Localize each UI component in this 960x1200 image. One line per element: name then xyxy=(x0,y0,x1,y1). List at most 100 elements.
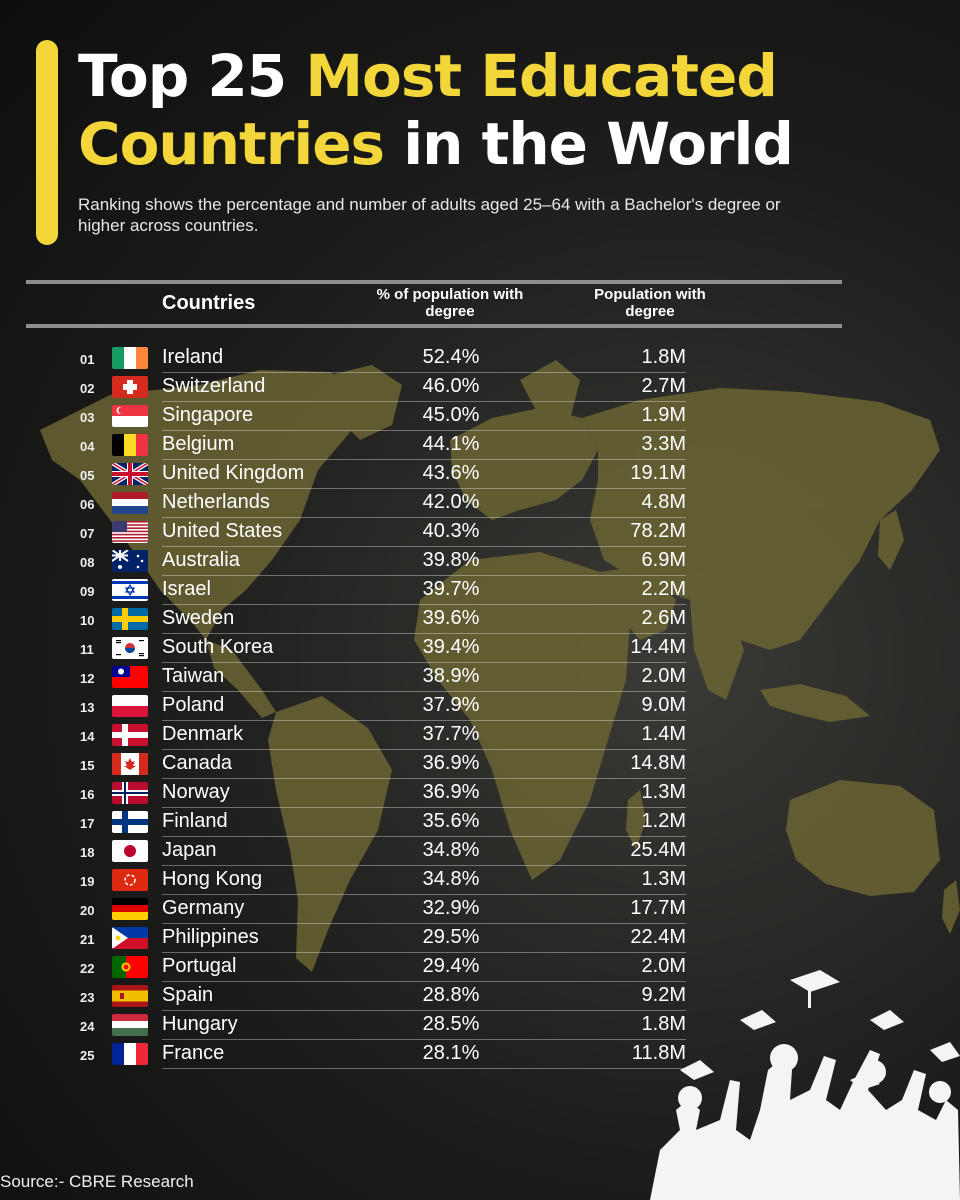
country-name: Spain xyxy=(162,984,214,1006)
rank-number: 10 xyxy=(80,613,95,628)
rank-number: 14 xyxy=(80,729,95,744)
title-part-2: Most Educated xyxy=(305,42,778,110)
pct-value: 35.6% xyxy=(422,810,480,832)
table-row: 04 Belgium 44.1% 3.3M xyxy=(76,431,686,460)
country-name: Denmark xyxy=(162,723,244,745)
table-row: 06 Netherlands 42.0% 4.8M xyxy=(76,489,686,518)
japan-shape xyxy=(878,510,904,570)
country-name: Germany xyxy=(162,897,245,919)
rank-number: 24 xyxy=(80,1019,95,1034)
row-divider xyxy=(162,865,686,866)
belgium-flag-icon xyxy=(112,434,148,456)
rank-number: 02 xyxy=(80,381,95,396)
pop-value: 1.3M xyxy=(641,868,686,890)
row-divider xyxy=(162,691,686,692)
rank-number: 15 xyxy=(80,758,95,773)
pop-value: 2.2M xyxy=(641,578,686,600)
header-countries: Countries xyxy=(162,292,256,314)
pop-value: 14.4M xyxy=(630,636,686,658)
pop-value: 4.8M xyxy=(641,491,686,513)
pct-value: 39.6% xyxy=(422,607,480,629)
country-name: Portugal xyxy=(162,955,237,977)
rank-number: 07 xyxy=(80,526,95,541)
norway-flag-icon xyxy=(112,782,148,804)
table-row: 24 Hungary 28.5% 1.8M xyxy=(76,1011,686,1040)
country-name: Sweden xyxy=(162,607,235,629)
country-name: Switzerland xyxy=(162,375,266,397)
country-name: Hungary xyxy=(162,1013,238,1035)
south-korea-flag-icon xyxy=(112,637,148,659)
netherlands-flag-icon xyxy=(112,492,148,514)
pct-value: 42.0% xyxy=(422,491,480,513)
pop-value: 1.8M xyxy=(641,346,686,368)
pct-value: 39.7% xyxy=(422,578,480,600)
table-row: 05 United Kingdom 43.6% 19.1M xyxy=(76,460,686,489)
country-name: Israel xyxy=(162,578,211,600)
row-divider xyxy=(162,952,686,953)
philippines-flag-icon xyxy=(112,927,148,949)
rank-number: 04 xyxy=(80,439,95,454)
rank-number: 03 xyxy=(80,410,95,425)
title-part-1: Top 25 xyxy=(78,42,306,110)
rank-number: 01 xyxy=(80,352,95,367)
rank-number: 06 xyxy=(80,497,95,512)
france-flag-icon xyxy=(112,1043,148,1065)
south-america-shape xyxy=(268,696,392,972)
country-name: United States xyxy=(162,520,283,542)
row-divider xyxy=(162,1039,686,1040)
title-part-4: in the World xyxy=(384,110,794,178)
pct-value: 28.1% xyxy=(422,1042,480,1064)
title-accent-bar xyxy=(36,40,58,245)
country-name: Taiwan xyxy=(162,665,225,687)
table-row: 14 Denmark 37.7% 1.4M xyxy=(76,721,686,750)
table-row: 16 Norway 36.9% 1.3M xyxy=(76,779,686,808)
pop-value: 9.2M xyxy=(641,984,686,1006)
row-divider xyxy=(162,807,686,808)
row-divider xyxy=(162,923,686,924)
poland-flag-icon xyxy=(112,695,148,717)
portugal-flag-icon xyxy=(112,956,148,978)
row-divider xyxy=(162,720,686,721)
country-name: Philippines xyxy=(162,926,259,948)
pct-value: 34.8% xyxy=(422,839,480,861)
hong-kong-flag-icon xyxy=(112,869,148,891)
rank-number: 19 xyxy=(80,874,95,889)
pop-value: 19.1M xyxy=(630,462,686,484)
table-row: 10 Sweden 39.6% 2.6M xyxy=(76,605,686,634)
pct-value: 28.5% xyxy=(422,1013,480,1035)
table-row: 21 Philippines 29.5% 22.4M xyxy=(76,924,686,953)
row-divider xyxy=(162,778,686,779)
table-row: 02 Switzerland 46.0% 2.7M xyxy=(76,373,686,402)
united-kingdom-flag-icon xyxy=(112,463,148,485)
row-divider xyxy=(162,488,686,489)
pct-value: 43.6% xyxy=(422,462,480,484)
table-row: 19 Hong Kong 34.8% 1.3M xyxy=(76,866,686,895)
table-row: 15 Canada 36.9% 14.8M xyxy=(76,750,686,779)
country-name: Norway xyxy=(162,781,230,803)
country-name: France xyxy=(162,1042,225,1064)
united-states-flag-icon xyxy=(112,521,148,543)
source-note: Source:- CBRE Research xyxy=(0,1172,194,1191)
europe-shape xyxy=(450,408,598,520)
pop-value: 22.4M xyxy=(630,926,686,948)
africa-shape xyxy=(414,552,630,880)
rank-number: 25 xyxy=(80,1048,95,1063)
row-divider xyxy=(162,749,686,750)
rank-number: 21 xyxy=(80,932,95,947)
pct-value: 36.9% xyxy=(422,781,480,803)
row-divider xyxy=(162,575,686,576)
row-divider xyxy=(162,981,686,982)
pop-value: 2.0M xyxy=(641,665,686,687)
central-america-shape xyxy=(206,640,276,718)
israel-flag-icon xyxy=(112,579,148,601)
header-top-rule xyxy=(26,280,842,284)
row-divider xyxy=(162,517,686,518)
pop-value: 1.9M xyxy=(641,404,686,426)
pop-value: 25.4M xyxy=(630,839,686,861)
japan-flag-icon xyxy=(112,840,148,862)
pop-value: 14.8M xyxy=(630,752,686,774)
pct-value: 40.3% xyxy=(422,520,480,542)
pct-value: 37.9% xyxy=(422,694,480,716)
table-row: 18 Japan 34.8% 25.4M xyxy=(76,837,686,866)
